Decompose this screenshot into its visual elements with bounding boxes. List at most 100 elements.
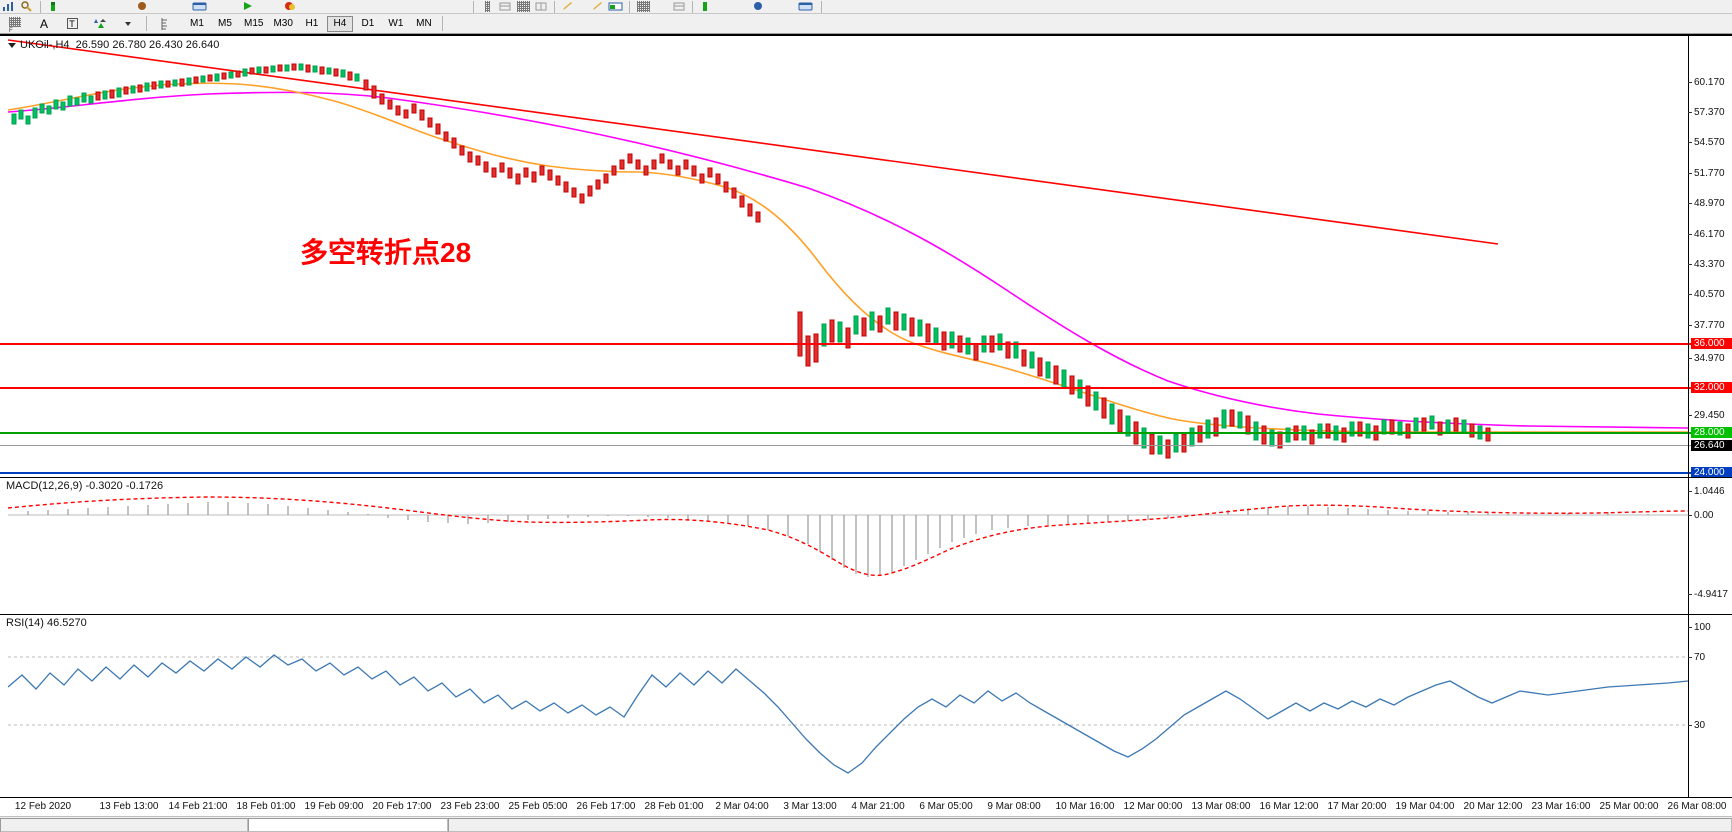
level-line-24: [0, 472, 1732, 474]
level-tag-28: 28.000: [1691, 427, 1732, 438]
toolbar-separator: [473, 0, 474, 13]
time-tick: 28 Feb 01:00: [644, 801, 704, 812]
time-tick: 25 Feb 05:00: [508, 801, 568, 812]
trendline-red: [8, 39, 1499, 245]
time-tick: 20 Mar 12:00: [1463, 801, 1523, 812]
time-tick: 25 Mar 00:00: [1599, 801, 1659, 812]
status-segment-1: [0, 817, 248, 832]
macd-axis[interactable]: 1.0446 0.00 -4.9417: [1688, 478, 1732, 615]
grid1-icon[interactable]: [496, 0, 514, 13]
time-tick: 9 Mar 08:00: [987, 801, 1041, 812]
tools-toolbar[interactable]: F A T M1 M5 M15 M30 H1 H4 D1 W1 MN: [0, 14, 1732, 34]
last-price-tag: 26.640: [1691, 440, 1732, 451]
timeframe-w1[interactable]: W1: [388, 18, 404, 29]
ma-fast-orange: [8, 82, 1688, 433]
magnifier-icon[interactable]: [18, 0, 36, 13]
time-tick: 26 Feb 17:00: [576, 801, 636, 812]
time-tick: 19 Mar 04:00: [1395, 801, 1455, 812]
chart-annotation: 多空转折点28: [300, 237, 472, 268]
blue-window2-icon[interactable]: [797, 0, 815, 13]
top-icon-toolbar[interactable]: [0, 0, 1732, 14]
green-block-icon[interactable]: [697, 0, 715, 13]
status-segment-2: [248, 817, 448, 832]
text-tool[interactable]: T: [59, 16, 85, 32]
macd-plot[interactable]: [8, 478, 1688, 615]
price-pane[interactable]: UKOil-,H4 26.590 26.780 26.430 26.640 多空…: [0, 34, 1732, 479]
chart-area[interactable]: UKOil-,H4 26.590 26.780 26.430 26.640 多空…: [0, 34, 1732, 798]
ohlc-values: 26.590 26.780 26.430 26.640: [75, 39, 220, 51]
timeframe-m5[interactable]: M5: [218, 18, 232, 29]
macd-pane[interactable]: MACD(12,26,9) -0.3020 -0.1726: [0, 477, 1732, 615]
blue-ball-icon[interactable]: [749, 0, 767, 13]
time-tick: 16 Mar 12:00: [1259, 801, 1319, 812]
price-axis[interactable]: 60.170 57.370 54.570 51.770 48.970 46.17…: [1688, 36, 1732, 479]
green-arrow-icon[interactable]: [239, 0, 257, 13]
level-line-28: [0, 432, 1732, 434]
timeframe-d1[interactable]: D1: [361, 18, 375, 29]
time-axis[interactable]: 12 Feb 2020 13 Feb 13:00 14 Feb 21:00 18…: [0, 797, 1732, 816]
status-bar[interactable]: [0, 816, 1732, 832]
timeframe-m1[interactable]: M1: [190, 18, 204, 29]
bars2-icon[interactable]: [670, 0, 688, 13]
caret-down-icon[interactable]: [8, 42, 16, 48]
timeframe-m30[interactable]: M30: [273, 18, 293, 29]
rsi-svg: [8, 654, 1688, 774]
text-label-tool[interactable]: A: [39, 16, 48, 31]
price-plot[interactable]: [8, 36, 1688, 479]
pencil2-icon[interactable]: [589, 0, 607, 13]
rsi-label: RSI(14) 46.5270: [6, 617, 87, 629]
crosshair-hatch-icon[interactable]: F: [3, 16, 29, 34]
time-tick: 18 Feb 01:00: [236, 801, 296, 812]
time-tick: 10 Mar 16:00: [1055, 801, 1115, 812]
toolbar-separator: [821, 0, 822, 13]
level-tag-36: 36.000: [1691, 338, 1732, 349]
time-tick: 4 Mar 21:00: [851, 801, 905, 812]
level-line-32: [0, 387, 1732, 389]
timeframe-mn[interactable]: MN: [416, 18, 432, 29]
text-box-icon: T: [66, 18, 78, 29]
time-tick: 23 Feb 23:00: [440, 801, 500, 812]
ma-slow-magenta: [8, 91, 1688, 429]
chart-bars-icon[interactable]: [0, 0, 18, 13]
toolbar-separator: [441, 16, 443, 31]
toolbar-separator: [692, 0, 693, 13]
grid3-icon[interactable]: [532, 0, 550, 13]
objects-icon[interactable]: [87, 16, 113, 32]
timeframe-h1[interactable]: H1: [305, 18, 319, 29]
rsi-line: [8, 654, 1688, 774]
time-tick: 14 Feb 21:00: [168, 801, 228, 812]
blue-window-icon[interactable]: [191, 0, 209, 13]
time-tick: 2 Mar 04:00: [715, 801, 769, 812]
timeframe-h4[interactable]: H4: [326, 15, 353, 32]
time-tick: 26 Mar 08:00: [1667, 801, 1727, 812]
pencil-icon[interactable]: [559, 0, 577, 13]
level-tag-24: 24.000: [1691, 467, 1732, 478]
green-bar-icon[interactable]: [45, 0, 63, 13]
rsi-plot[interactable]: [8, 615, 1688, 798]
macd-histogram: [27, 502, 1649, 577]
time-tick: 3 Mar 13:00: [783, 801, 837, 812]
rsi-pane[interactable]: RSI(14) 46.5270 100 70 30: [0, 614, 1732, 798]
status-segment-3: [448, 817, 1732, 832]
ruler-icon[interactable]: [152, 16, 178, 32]
timeframe-m15[interactable]: M15: [244, 18, 264, 29]
toolbar-separator: [146, 16, 147, 31]
level-line-last: [0, 445, 1732, 446]
macd-signal-line: [8, 496, 1688, 577]
toolbar-separator: [554, 0, 555, 13]
rsi-axis[interactable]: 100 70 30: [1688, 615, 1732, 798]
green-white-icon[interactable]: [607, 0, 625, 13]
time-tick: 12 Mar 00:00: [1123, 801, 1183, 812]
grid2-icon[interactable]: [514, 0, 532, 13]
toolbar-separator: [629, 0, 630, 13]
red-yellow-icon[interactable]: [281, 0, 299, 13]
objects-dropdown[interactable]: [115, 16, 141, 32]
symbol-header[interactable]: UKOil-,H4 26.590 26.780 26.430 26.640: [8, 39, 219, 51]
time-tick: 6 Mar 05:00: [919, 801, 973, 812]
time-tick: 13 Feb 13:00: [99, 801, 159, 812]
brown-circle-icon[interactable]: [133, 0, 151, 13]
bars1-icon[interactable]: [634, 0, 652, 13]
time-tick: 20 Feb 17:00: [372, 801, 432, 812]
symbol-label: UKOil-,H4: [20, 39, 70, 51]
list-icon[interactable]: [478, 0, 496, 13]
